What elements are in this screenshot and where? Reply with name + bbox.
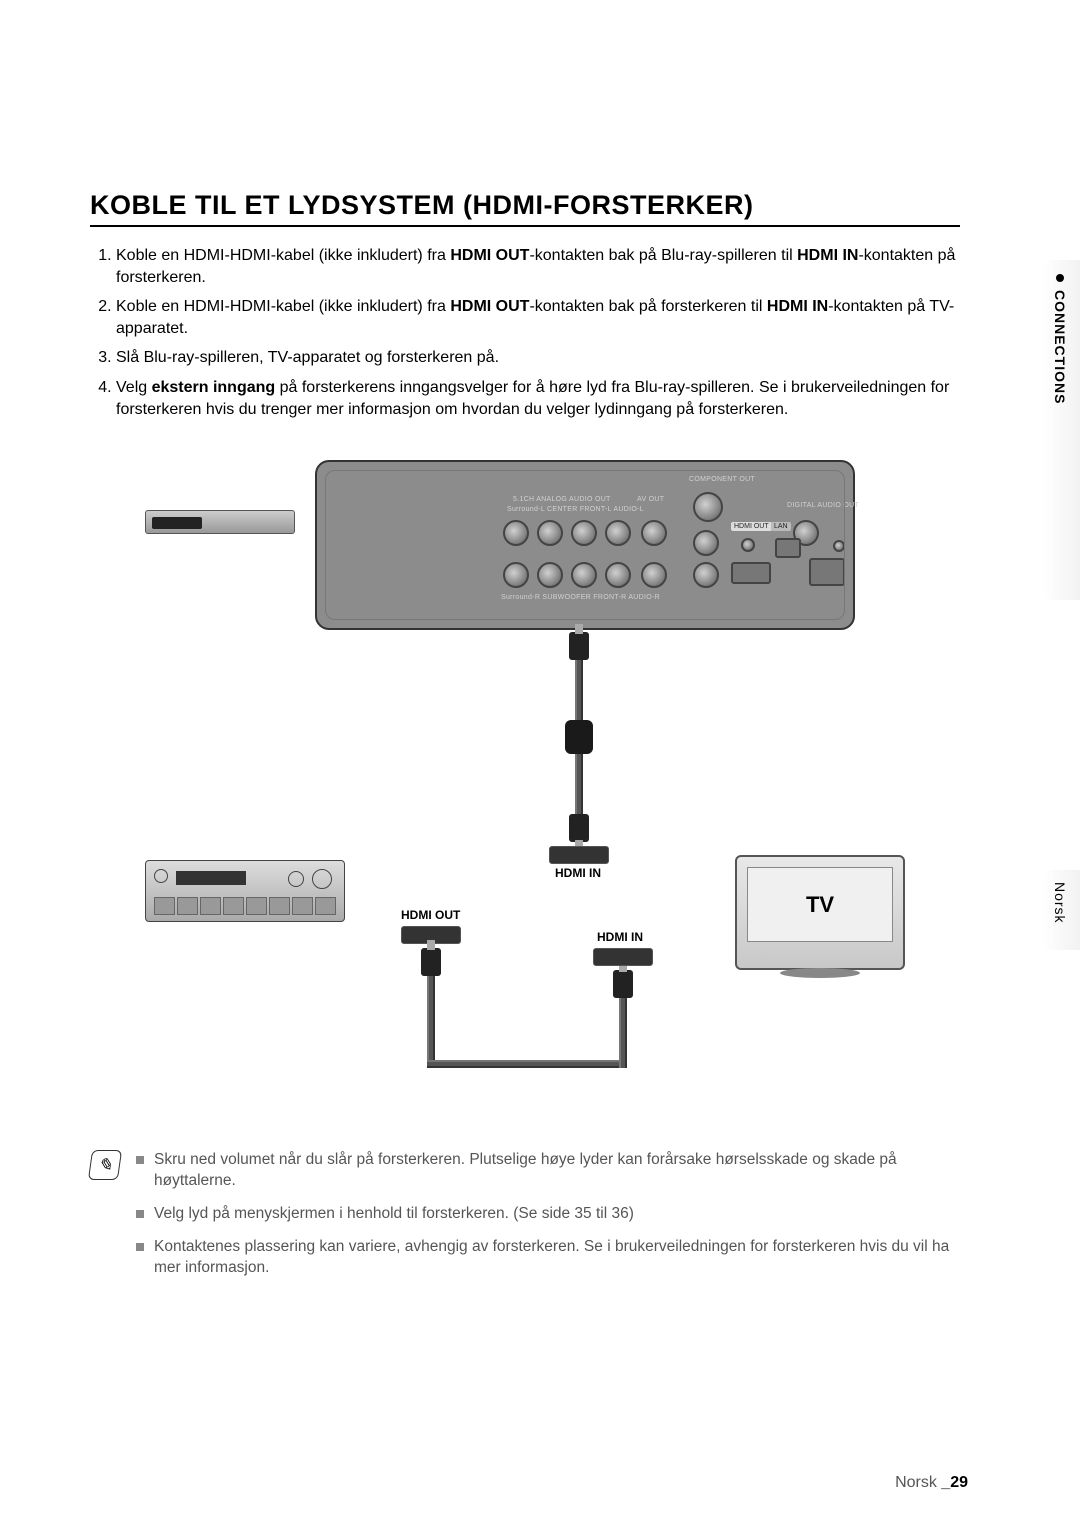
jack-icon [537, 520, 563, 546]
panel-label-lan: LAN [771, 522, 791, 531]
hdmi-plug-icon [421, 948, 441, 976]
hdmi-plug-icon [569, 632, 589, 660]
device-back-panel: 5.1CH ANALOG AUDIO OUT Surround-L CENTER… [315, 460, 855, 630]
tv-screen-label: TV [747, 867, 893, 942]
panel-label-analog: 5.1CH ANALOG AUDIO OUT [513, 496, 611, 503]
jack-icon [693, 562, 719, 588]
panel-label-hdmi-out: HDMI OUT [731, 522, 772, 531]
panel-label-digital: DIGITAL AUDIO OUT [787, 502, 859, 509]
instruction-list: Koble en HDMI-HDMI-kabel (ikke inkludert… [90, 245, 960, 420]
amplifier-icon [145, 860, 345, 922]
hdmi-cable-icon [619, 998, 627, 1068]
label-hdmi-in-tv: HDMI IN [597, 930, 643, 944]
jack-icon [793, 520, 819, 546]
note-item: Kontaktenes plassering kan variere, avhe… [136, 1237, 960, 1279]
footer-page-number: _29 [941, 1474, 968, 1491]
footer-language: Norsk [895, 1474, 941, 1491]
jack-icon [503, 520, 529, 546]
knob-icon [288, 871, 304, 887]
jack-icon [605, 562, 631, 588]
hdmi-cable-icon [427, 976, 435, 1066]
jack-icon [641, 562, 667, 588]
tv-icon: TV [735, 855, 905, 970]
jack-icon [693, 492, 723, 522]
jack-icon [571, 520, 597, 546]
jack-icon [503, 562, 529, 588]
jack-icon [537, 562, 563, 588]
side-tab-language: Norsk [1042, 870, 1080, 950]
step-3: Slå Blu-ray-spilleren, TV-apparatet og f… [116, 347, 960, 369]
note-icon: ✎ [88, 1150, 122, 1180]
ferrite-icon [565, 720, 593, 754]
notes-list: Skru ned volumet når du slår på forsterk… [136, 1150, 960, 1291]
buttons-row [154, 897, 336, 915]
label-hdmi-in: HDMI IN [555, 866, 601, 880]
jack-icon [641, 520, 667, 546]
screw-icon [741, 538, 755, 552]
panel-label-component: COMPONENT OUT [689, 476, 755, 483]
note-item: Skru ned volumet når du slår på forsterk… [136, 1150, 960, 1192]
amp-hdmi-in-port [549, 846, 609, 864]
knob-icon [312, 869, 332, 889]
hdmi-cable-icon [575, 660, 583, 720]
notes-section: ✎ Skru ned volumet når du slår på forste… [90, 1150, 960, 1291]
step-1: Koble en HDMI-HDMI-kabel (ikke inkludert… [116, 245, 960, 288]
panel-label-avout: AV OUT [637, 496, 664, 503]
lan-port [775, 538, 801, 558]
knob-icon [154, 869, 168, 883]
jack-icon [571, 562, 597, 588]
panel-label-analog-sub: Surround-L CENTER FRONT-L AUDIO-L [507, 506, 644, 513]
tv-hdmi-in-port [593, 948, 653, 966]
note-item: Velg lyd på menyskjermen i henhold til f… [136, 1204, 960, 1225]
hdmi-cable-icon [427, 1060, 627, 1068]
tab-label-language: Norsk [1052, 882, 1068, 924]
step-2: Koble en HDMI-HDMI-kabel (ikke inkludert… [116, 296, 960, 339]
diagram-wrap: 5.1CH ANALOG AUDIO OUT Surround-L CENTER… [90, 460, 960, 1080]
hdmi-plug-icon [569, 814, 589, 842]
jack-icon [693, 530, 719, 556]
display-icon [176, 871, 246, 885]
page-footer: Norsk _29 [895, 1474, 968, 1492]
tab-bullet [1056, 274, 1064, 282]
jack-icon [833, 540, 845, 552]
label-hdmi-out-amp: HDMI OUT [401, 908, 460, 922]
jack-icon [605, 520, 631, 546]
hdmi-plug-icon [613, 970, 633, 998]
optical-port [809, 558, 845, 586]
page-title: KOBLE TIL ET LYDSYSTEM (HDMI-FORSTERKER) [90, 190, 960, 227]
hdmi-out-port [731, 562, 771, 584]
hdmi-cable-icon [575, 754, 583, 814]
page-content: KOBLE TIL ET LYDSYSTEM (HDMI-FORSTERKER)… [90, 190, 960, 1291]
tv-stand-icon [780, 968, 860, 978]
panel-label-analog-sub2: Surround-R SUBWOOFER FRONT-R AUDIO-R [501, 594, 660, 601]
player-front-icon [145, 510, 295, 534]
tab-label-connections: CONNECTIONS [1052, 290, 1068, 404]
connection-diagram: 5.1CH ANALOG AUDIO OUT Surround-L CENTER… [145, 460, 905, 1080]
step-4: Velg ekstern inngang på forsterkerens in… [116, 377, 960, 420]
side-tab-connections: CONNECTIONS [1042, 260, 1080, 600]
